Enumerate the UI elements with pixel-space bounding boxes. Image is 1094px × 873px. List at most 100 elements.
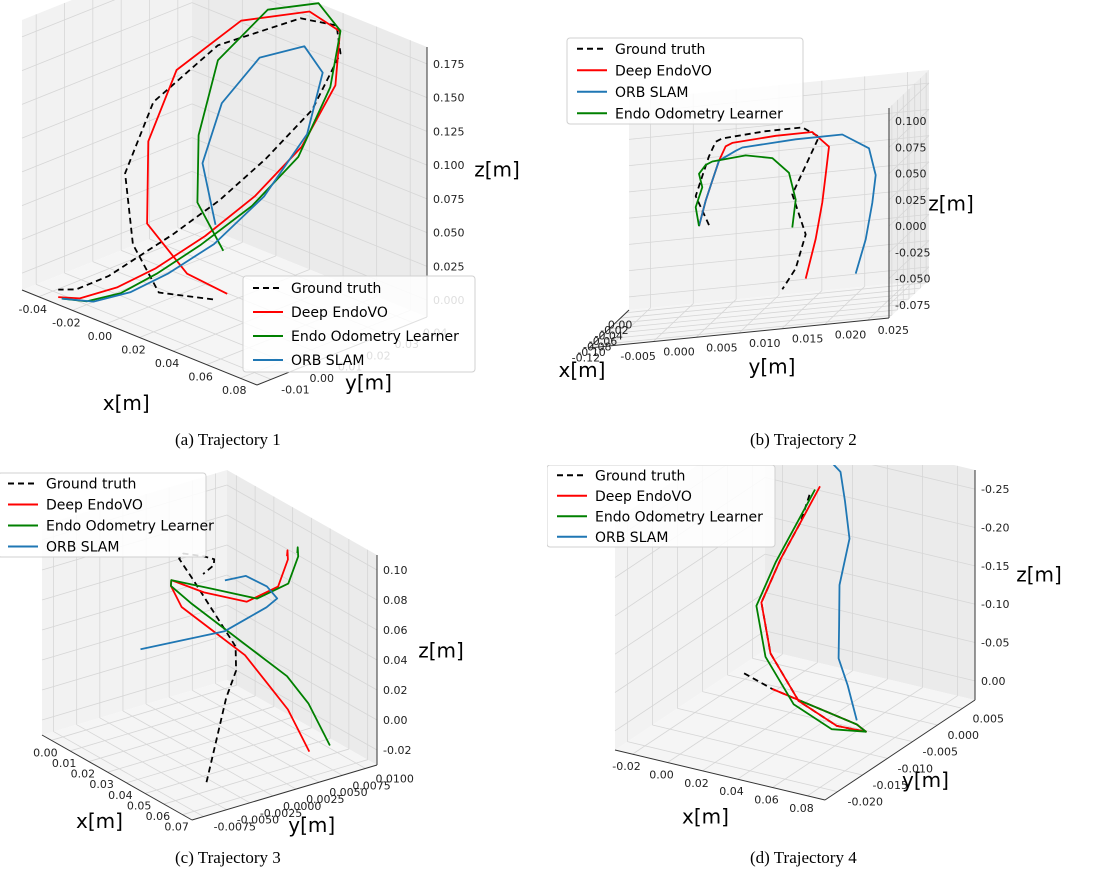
x-tick-label: 0.02 — [71, 768, 96, 781]
z-tick-label: 0.00 — [383, 714, 408, 727]
x-tick-label: -0.10 — [577, 346, 605, 359]
y-tick-label: -0.005 — [923, 746, 958, 759]
series-lines — [743, 465, 867, 733]
legend: Ground truth Deep EndoVO Endo Odometry Lea… — [242, 275, 476, 373]
z-tick-label: -0.050 — [895, 273, 930, 286]
x-tick-label: 0.08 — [222, 384, 247, 397]
z-axis-label: z[m] — [474, 158, 520, 182]
z-tick-label: 0.050 — [433, 227, 465, 240]
x-tick-label: 0.00 — [88, 330, 113, 343]
x-tick-label: 0.01 — [52, 757, 77, 770]
legend-label: Endo Odometry Learner — [46, 519, 214, 535]
y-tick-label: 0.0025 — [306, 793, 345, 806]
legend-label: Ground truth — [291, 281, 381, 297]
legend-label: Deep EndoVO — [615, 63, 712, 79]
z-tick-label: 0.100 — [895, 115, 927, 128]
z-axis-label: z[m] — [928, 192, 974, 216]
z-tick-label: -0.075 — [895, 299, 930, 312]
x-axis-label: x[m] — [559, 358, 606, 382]
z-tick-label: -0.05 — [981, 637, 1009, 650]
legend-label: ORB SLAM — [595, 530, 668, 546]
series-lines — [694, 126, 877, 290]
x-tick-label: 0.04 — [719, 785, 744, 798]
series-line-ground-truth — [694, 126, 820, 290]
x-axis-label: x[m] — [103, 391, 150, 415]
z-tick-label: 0.08 — [383, 594, 408, 607]
z-tick-label: 0.025 — [433, 260, 465, 273]
y-tick-label: -0.010 — [898, 762, 933, 775]
y-tick-label: -0.0025 — [260, 807, 302, 820]
y-axis-label: y[m] — [749, 355, 796, 379]
y-tick-label: 0.020 — [835, 328, 867, 341]
axis-lines — [588, 108, 890, 349]
x-axis-label: x[m] — [682, 805, 729, 829]
axis-lines — [41, 555, 378, 821]
trajectory-plot-4: -0.02 0.00 0.02 0.04 0.06 0.08 -0.020 -0.015 -0.… — [547, 465, 1094, 843]
x-tick-label: 0.04 — [108, 789, 133, 802]
x-tick-label: 0.00 — [33, 746, 58, 759]
y-tick-label: 0.0000 — [283, 800, 322, 813]
series-line-endo-odometry-learner — [61, 2, 342, 303]
z-tick-label: 0.175 — [433, 58, 465, 71]
trajectory-plot-1: -0.04 -0.02 0.00 0.02 0.04 0.06 0.08 -0.01 0.00 0… — [0, 0, 547, 420]
y-tick-label: 0.0075 — [352, 779, 391, 792]
x-tick-label: -0.02 — [612, 760, 640, 773]
x-tick-label: 0.06 — [188, 371, 213, 384]
caption-1: (a) Trajectory 1 — [175, 430, 281, 449]
tick-labels: 0.00-0.02-0.04-0.06-0.08-0.10-0.12 -0.005… — [572, 115, 931, 364]
legend: Ground truth Deep EndoVO Endo Odometry Lea… — [547, 465, 776, 548]
x-tick-label: 0.06 — [754, 794, 779, 807]
z-tick-label: -0.20 — [981, 522, 1009, 535]
chart-svg-4: -0.02 0.00 0.02 0.04 0.06 0.08 -0.020 -0.015 -0.… — [547, 465, 1062, 829]
series-lines — [140, 546, 331, 783]
tick-labels: -0.02 0.00 0.02 0.04 0.06 0.08 -0.020 -0.015 -0.… — [612, 483, 1009, 815]
chart-svg-2: 0.00-0.02-0.04-0.06-0.08-0.10-0.12 -0.005… — [559, 37, 974, 382]
y-tick-label: 0.0100 — [375, 772, 414, 785]
z-axis-label: z[m] — [1016, 563, 1062, 587]
series-line-ground-truth — [178, 552, 238, 783]
y-tick-label: 0.0050 — [329, 786, 368, 799]
series-line-endo-odometry-learner — [694, 154, 797, 228]
z-tick-label: 0.02 — [383, 684, 408, 697]
series-lines — [58, 2, 342, 303]
y-axis-label: y[m] — [288, 813, 335, 837]
y-tick-label: -0.0075 — [214, 821, 256, 834]
z-tick-label: 0.00 — [981, 675, 1006, 688]
y-tick-label: 0.000 — [948, 729, 980, 742]
y-tick-label: 0.025 — [878, 324, 910, 337]
y-tick-label: -0.01 — [281, 383, 309, 396]
axis-lines — [614, 470, 976, 801]
x-axis-label: x[m] — [76, 809, 123, 833]
series-line-orb-slam — [61, 45, 324, 303]
z-tick-label: 0.04 — [383, 654, 408, 667]
legend-label: Ground truth — [595, 468, 685, 484]
x-tick-label: -0.02 — [600, 324, 628, 337]
legend: Ground truth Deep EndoVO Endo Odometry Lea… — [0, 472, 214, 558]
z-tick-label: 0.125 — [433, 125, 465, 138]
legend-label: Endo Odometry Learner — [615, 106, 783, 122]
y-tick-label: 0.010 — [749, 337, 781, 350]
legend: Ground truth Deep EndoVO ORB SLAM Endo Odom… — [566, 37, 804, 125]
legend-label: Ground truth — [615, 42, 705, 58]
caption-4: (d) Trajectory 4 — [750, 848, 857, 867]
z-tick-label: -0.02 — [383, 744, 411, 757]
y-tick-label: 0.000 — [663, 346, 695, 359]
trajectory-plot-3: 0.00 0.01 0.02 0.03 0.04 0.05 0.06 0.07 -0.0075-… — [0, 465, 547, 843]
y-tick-label: -0.005 — [620, 350, 655, 363]
z-tick-label: 0.075 — [895, 141, 927, 154]
caption-3: (c) Trajectory 3 — [175, 848, 281, 867]
x-tick-label: 0.08 — [789, 802, 814, 815]
x-tick-label: 0.00 — [608, 319, 633, 332]
legend-label: Ground truth — [46, 477, 136, 493]
z-tick-label: -0.15 — [981, 560, 1009, 573]
x-tick-label: -0.08 — [583, 340, 611, 353]
z-tick-label: 0.075 — [433, 193, 465, 206]
y-tick-label: 0.005 — [706, 341, 738, 354]
y-tick-label: -0.0050 — [237, 814, 279, 827]
legend-label: ORB SLAM — [46, 540, 119, 556]
trajectory-plot-2: 0.00 -0.02 -0.04 -0.06 -0.08 -0.10 -0.12 -0.005… — [547, 0, 1094, 420]
series-line-orb-slam — [832, 465, 858, 721]
z-tick-label: 0.150 — [433, 92, 465, 105]
legend-label: Endo Odometry Learner — [595, 509, 763, 525]
y-tick-label: -0.015 — [873, 779, 908, 792]
